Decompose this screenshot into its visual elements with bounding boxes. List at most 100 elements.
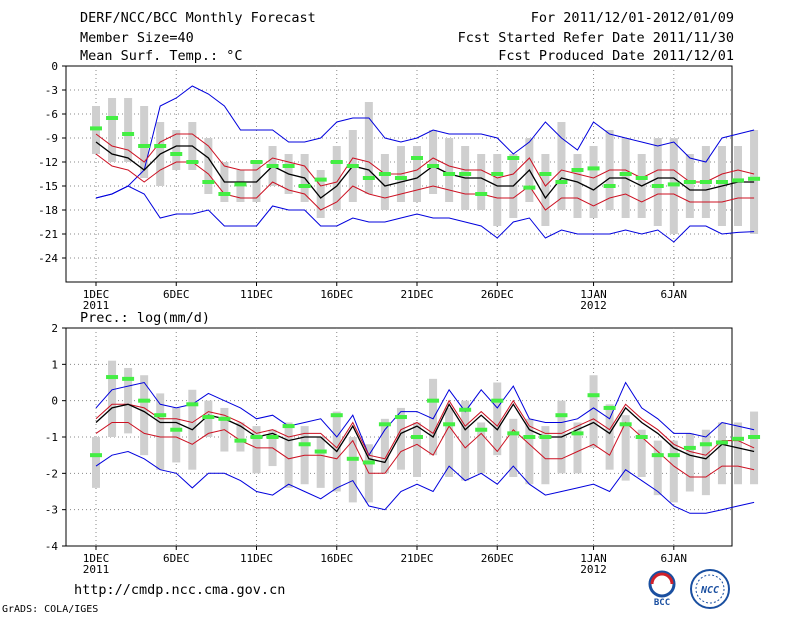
panel1-observed-mark	[635, 176, 648, 180]
panel1-member-box	[204, 138, 213, 194]
panel2-member-box	[316, 437, 325, 488]
panel2-xtick-year: 2011	[83, 563, 110, 576]
panel1-observed-mark	[539, 172, 552, 176]
panel2-member-box	[509, 418, 518, 477]
panel1-observed-mark	[523, 185, 536, 190]
panel2-observed-mark	[154, 413, 167, 418]
panel2-member-box	[461, 400, 470, 481]
panel2-observed-mark	[555, 413, 568, 418]
panel2-member-box	[573, 422, 582, 474]
panel2-observed-mark	[266, 435, 279, 439]
panel2-member-box	[413, 422, 421, 477]
panel2-member-box	[380, 418, 389, 474]
panel1-ytick-label: -9	[45, 132, 58, 145]
panel1-observed-mark	[122, 132, 135, 136]
panel2-xtick-label: 11DEC	[240, 552, 273, 565]
panel1-observed-mark	[202, 180, 215, 184]
panel1-member-box	[429, 130, 438, 194]
panel1-member-box	[541, 154, 550, 226]
panel2-observed-mark	[427, 398, 440, 403]
panel2-observed-mark	[683, 445, 696, 450]
panel1-observed-mark	[667, 182, 680, 187]
panel1-member-box	[477, 154, 486, 210]
panel1-ytick-label: -3	[45, 84, 58, 97]
panel2-member-box	[589, 375, 598, 448]
panel2-observed-mark	[282, 424, 295, 429]
panel2-observed-mark	[298, 442, 311, 447]
panel1-observed-mark	[555, 180, 568, 184]
panel1-frame	[65, 65, 733, 283]
panel2-member-box	[429, 378, 438, 456]
panel1-member-box	[124, 98, 133, 162]
panel2-member-box	[108, 360, 117, 437]
panel2-member-box	[284, 422, 293, 488]
panel1-observed-mark	[732, 178, 744, 183]
panel2-member-box	[653, 440, 662, 496]
panel1-ytick-label: -24	[38, 252, 58, 265]
panel2-observed-mark	[635, 435, 648, 439]
panel1-xtick-label: 16DEC	[320, 288, 353, 301]
panel2-observed-mark	[459, 407, 472, 412]
panel2-observed-mark	[651, 453, 664, 458]
panel1-member-box	[493, 154, 502, 226]
panel1-member-box	[140, 106, 149, 178]
panel2-observed-mark	[330, 413, 343, 418]
panel2-observed-mark	[619, 422, 632, 427]
panel2-observed-mark	[603, 405, 616, 410]
panel2-observed-mark	[491, 398, 504, 403]
panel2-member-box	[525, 418, 534, 485]
panel2-xtick-label: 26DEC	[481, 552, 514, 565]
panel2-member-box	[252, 426, 261, 474]
panel2-member-box	[685, 433, 694, 492]
panel1-line-lower	[95, 153, 755, 211]
panel1-observed-mark	[507, 156, 520, 160]
panel1-observed-mark	[362, 176, 375, 180]
panel2-member-box	[396, 407, 405, 470]
panel2-member-box	[605, 404, 614, 470]
panel1-ytick-label: -12	[38, 156, 58, 169]
panel1-observed-mark	[427, 164, 440, 168]
bcc-logo-text: BCC	[654, 598, 670, 608]
panel2-member-box	[348, 437, 357, 503]
panel1-xtick-year: 2011	[83, 299, 110, 312]
panel2-observed-mark	[394, 415, 407, 420]
panel2-member-box	[701, 429, 710, 496]
panel1-xtick-label: 6JAN	[661, 288, 688, 301]
panel2-xtick-label: 21DEC	[400, 552, 433, 565]
panel1-observed-mark	[699, 180, 712, 184]
panel1-member-box	[332, 146, 341, 210]
panel1-observed-mark	[571, 168, 584, 172]
panel1-observed-mark	[394, 176, 407, 180]
panel2-ytick-label: -4	[45, 540, 59, 553]
panel1-xtick-label: 21DEC	[400, 288, 433, 301]
panel1-observed-mark	[491, 172, 504, 176]
panel1-observed-mark	[619, 172, 632, 176]
panel1-observed-mark	[715, 180, 728, 184]
panel1-observed-mark	[234, 182, 247, 187]
panel2-member-box	[734, 422, 742, 485]
panel2-observed-mark	[667, 453, 680, 458]
panel2-observed-mark	[507, 431, 520, 436]
panel2-member-box	[445, 407, 454, 477]
panel1-ytick-label: 0	[51, 60, 58, 73]
bcc-logo: BCC	[648, 570, 676, 608]
panel1-observed-mark	[683, 180, 696, 184]
panel1-member-box	[445, 138, 454, 202]
panel2-member-box	[541, 426, 550, 485]
panel2-member-box	[156, 393, 165, 470]
panel1-observed-mark	[138, 144, 151, 148]
panel2-ytick-label: -2	[45, 467, 58, 480]
panel1-observed-mark	[106, 116, 119, 120]
panel2-xtick-label: 16DEC	[320, 552, 353, 565]
panel1-ytick-label: -18	[38, 204, 58, 217]
panel2-member-box	[637, 429, 646, 477]
panel2-ytick-label: 0	[51, 395, 58, 408]
panel1-ytick-label: -6	[45, 108, 58, 121]
panel1-member-box	[413, 146, 421, 202]
source-url[interactable]: http://cmdp.ncc.cma.gov.cn	[74, 582, 286, 598]
panel1-observed-mark	[603, 184, 616, 188]
panel2-ytick-label: -3	[45, 504, 58, 517]
panel2-xtick-label: 1JAN	[580, 552, 607, 565]
panel2-observed-mark	[314, 449, 327, 454]
panel2-observed-mark	[106, 375, 119, 380]
